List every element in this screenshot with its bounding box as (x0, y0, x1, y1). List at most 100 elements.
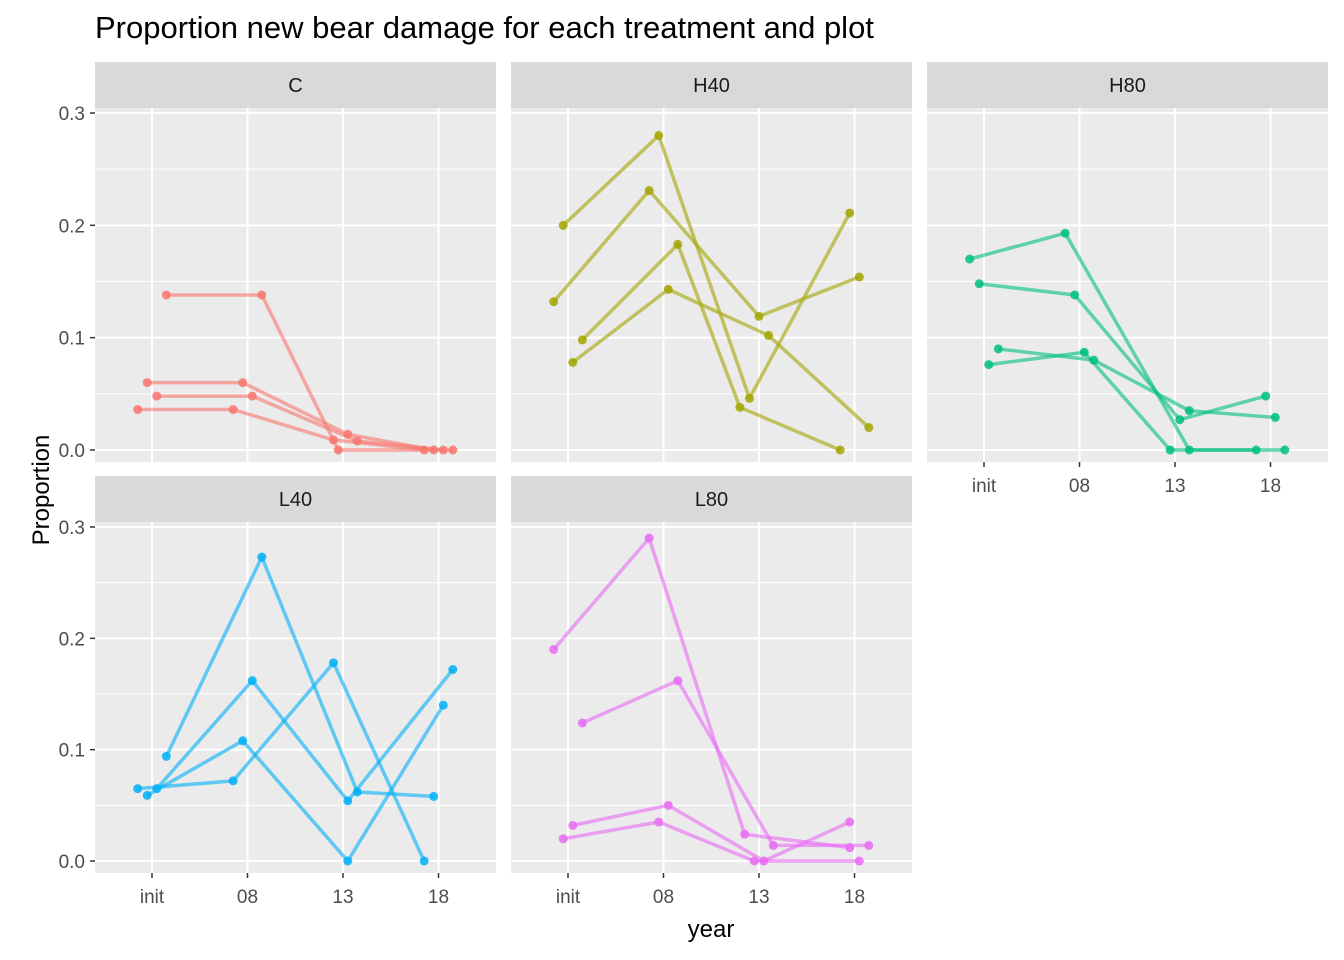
series-line (552, 536, 850, 850)
series-line (552, 188, 860, 319)
x-tick-label: 08 (237, 887, 258, 908)
data-point (152, 784, 162, 794)
series-line (164, 555, 434, 799)
x-tick-label: 13 (748, 887, 769, 908)
data-point (644, 533, 654, 543)
x-tick-label: 18 (1260, 476, 1281, 497)
data-point (663, 284, 673, 294)
y-tick-label: 0.3 (59, 518, 85, 539)
x-tick-label: init (972, 476, 997, 497)
data-point (1165, 445, 1175, 455)
data-point (1251, 445, 1261, 455)
series-line (998, 347, 1276, 420)
y-tick-label: 0.0 (59, 441, 85, 462)
x-tick-label: init (556, 887, 581, 908)
data-point (1060, 228, 1070, 238)
facet-strip (511, 62, 912, 108)
data-point (864, 423, 874, 433)
data-point (238, 378, 248, 388)
y-tick-label: 0.2 (59, 216, 85, 237)
y-tick-label: 0.2 (59, 629, 85, 650)
series-line (572, 803, 851, 863)
x-tick-label: 18 (428, 887, 449, 908)
chart-title: Proportion new bear damage for each trea… (95, 10, 874, 45)
series-line (562, 133, 852, 401)
data-point (845, 817, 855, 827)
data-point (1280, 445, 1290, 455)
data-point (257, 290, 267, 300)
facet-strip (95, 62, 496, 108)
data-point (984, 360, 994, 370)
data-point (835, 445, 845, 455)
panel-background (511, 522, 912, 873)
data-point (429, 791, 439, 801)
data-point (448, 445, 458, 455)
data-point (644, 186, 654, 196)
data-point (247, 391, 257, 401)
series-line (571, 287, 871, 429)
data-point (759, 856, 769, 866)
data-point (754, 311, 764, 321)
data-point (549, 297, 559, 307)
data-point (352, 787, 362, 797)
series-line (156, 394, 444, 452)
series-line (147, 380, 435, 452)
data-point (673, 676, 683, 686)
data-point (1070, 290, 1080, 300)
data-point (257, 552, 267, 562)
data-point (845, 208, 855, 218)
data-point (343, 796, 353, 806)
data-point (549, 644, 559, 654)
data-point (142, 378, 152, 388)
facet-strip (95, 476, 496, 522)
data-point (343, 856, 353, 866)
data-point (228, 405, 238, 415)
data-point (161, 290, 171, 300)
data-point (974, 279, 984, 289)
facet-strip-label: C (288, 75, 302, 97)
data-point (161, 751, 171, 761)
data-point (965, 254, 975, 264)
panel-background (95, 522, 496, 873)
data-point (133, 784, 143, 794)
y-tick-label: 0.3 (59, 104, 85, 125)
data-point (568, 357, 578, 367)
data-point (735, 402, 745, 412)
x-tick-label: 13 (1164, 476, 1185, 497)
data-point (673, 239, 683, 249)
facet-strip-label: H40 (693, 75, 730, 97)
data-point (142, 790, 152, 800)
x-axis-label: year (687, 916, 735, 943)
data-point (438, 700, 448, 710)
data-point (419, 856, 429, 866)
x-tick-label: 18 (844, 887, 865, 908)
data-point (654, 817, 664, 827)
facet-strip-label: L40 (279, 489, 312, 511)
data-point (333, 445, 343, 455)
y-tick-label: 0.1 (59, 329, 85, 350)
data-point (577, 718, 587, 728)
series-line (988, 350, 1257, 452)
data-point (448, 665, 458, 675)
data-point (1184, 406, 1194, 416)
x-tick-label: init (140, 887, 165, 908)
data-point (744, 393, 754, 403)
data-point (352, 436, 362, 446)
data-point (1175, 415, 1185, 425)
facet-strip-label: L80 (695, 489, 728, 511)
x-tick-label: 08 (1069, 476, 1090, 497)
data-point (577, 335, 587, 345)
y-tick-label: 0.0 (59, 852, 85, 873)
data-point (247, 676, 257, 686)
data-point (740, 829, 750, 839)
series-line (146, 704, 445, 863)
data-point (854, 272, 864, 282)
data-point (558, 220, 568, 230)
data-point (663, 800, 673, 810)
series-line (166, 293, 453, 452)
series-line (581, 678, 869, 848)
data-point (558, 834, 568, 844)
series-line (562, 820, 860, 863)
x-tick-label: 13 (332, 887, 353, 908)
